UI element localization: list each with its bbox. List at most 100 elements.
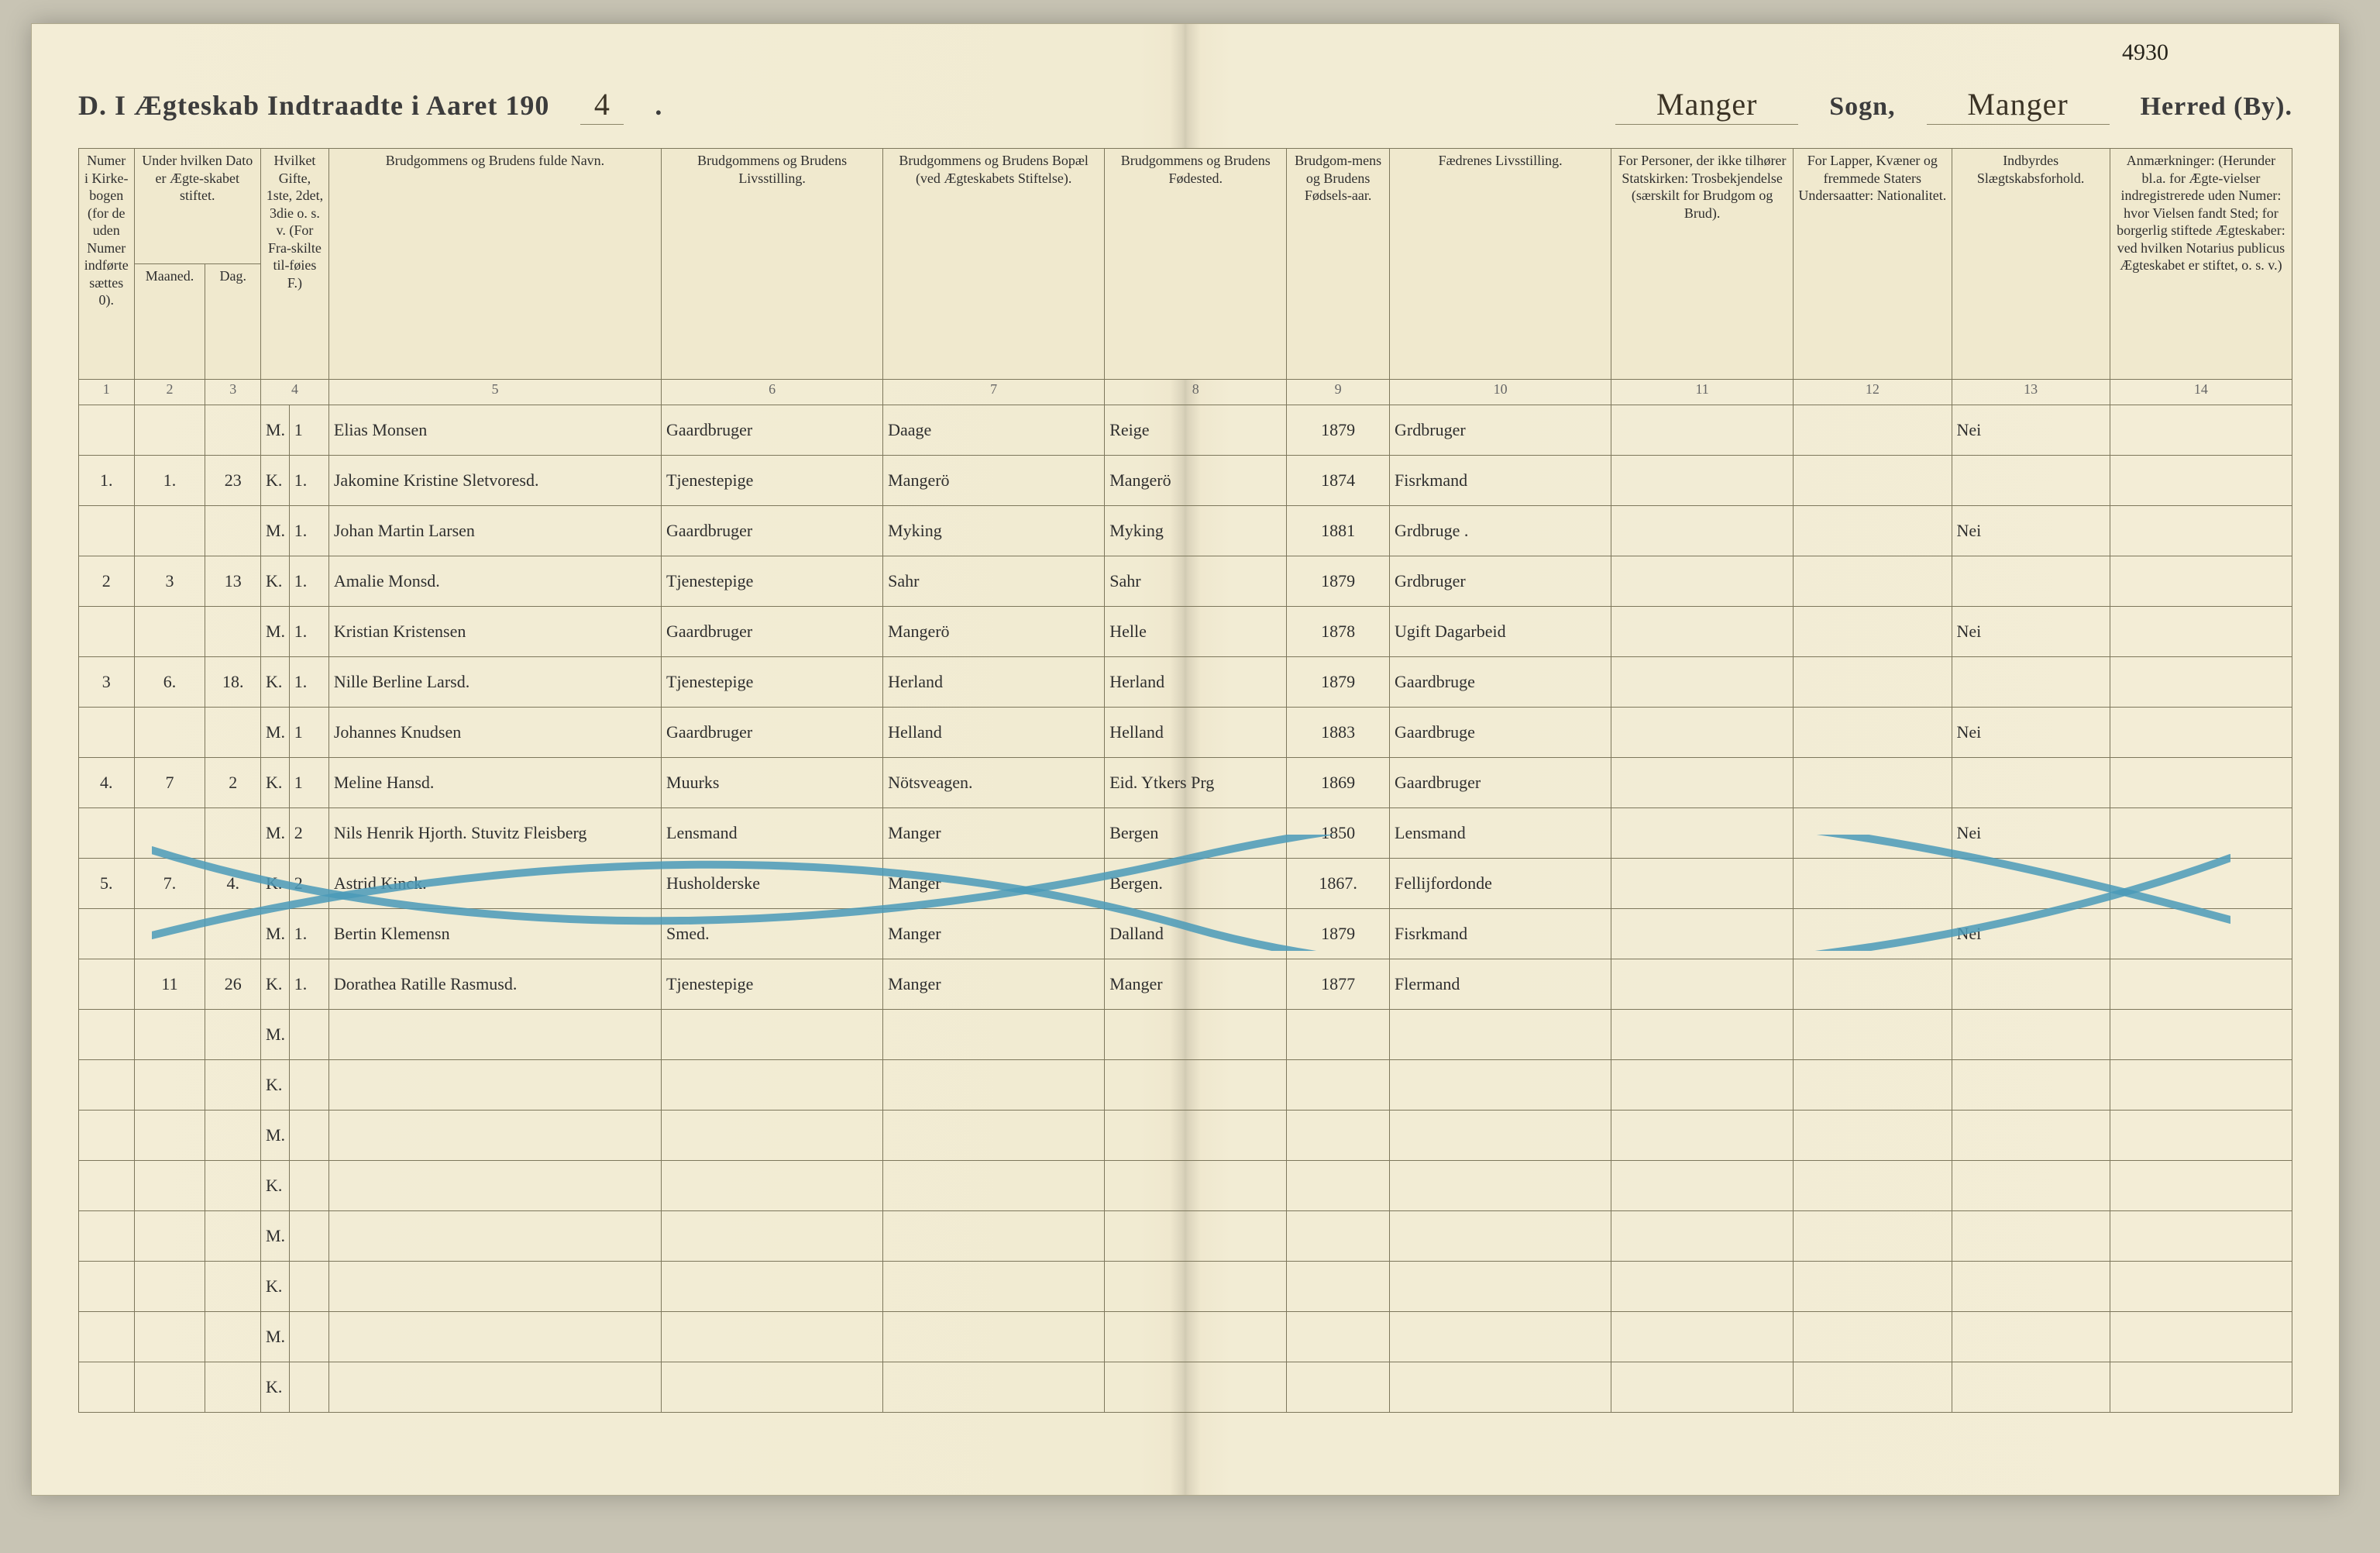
- col-3-sub: Dag.: [205, 264, 261, 380]
- cell-month: [134, 1161, 205, 1211]
- table-row: 4.72K.1Meline Hansd.MuurksNötsveagen.Eid…: [79, 758, 2292, 808]
- ledger-page: 4930 D. I Ægteskab Indtraadte i Aaret 19…: [31, 23, 2340, 1496]
- cell-empty: [1611, 1262, 1794, 1312]
- cell-mk: K.: [261, 859, 290, 909]
- cell-name: Elias Monsen: [328, 405, 661, 456]
- cell-mk: M.: [261, 1010, 290, 1060]
- cell-day: [205, 607, 261, 657]
- cell-empty: [883, 1111, 1105, 1161]
- cell-day: [205, 405, 261, 456]
- cell-14: [2110, 506, 2292, 556]
- cell-gifte: [289, 1111, 328, 1161]
- herred-value: Manger: [1927, 86, 2110, 125]
- cell-empty: [1952, 1161, 2110, 1211]
- cell-fodested: Mangerö: [1105, 456, 1287, 506]
- cell-13: Nei: [1952, 506, 2110, 556]
- cell-month: [134, 1362, 205, 1413]
- cell-gifte: 1.: [289, 506, 328, 556]
- cell-empty: [1952, 1312, 2110, 1362]
- table-row-empty: K.: [79, 1060, 2292, 1111]
- colnum: 6: [662, 380, 883, 405]
- column-number-row: 1 2 3 4 5 6 7 8 9 10 11 12 13 14: [79, 380, 2292, 405]
- cell-mk: M.: [261, 1211, 290, 1262]
- col-12-header: For Lapper, Kvæner og fremmede Staters U…: [1794, 149, 1952, 380]
- cell-bopael: Helland: [883, 708, 1105, 758]
- cell-num: [79, 1161, 135, 1211]
- cell-mk: M.: [261, 808, 290, 859]
- cell-mk: M.: [261, 708, 290, 758]
- cell-mk: K.: [261, 1362, 290, 1413]
- table-row-empty: M.: [79, 1211, 2292, 1262]
- cell-empty: [1390, 1362, 1611, 1413]
- cell-mk: K.: [261, 959, 290, 1010]
- cell-faedre: Gaardbruge: [1390, 708, 1611, 758]
- table-wrap: Numer i Kirke-bogen (for de uden Numer i…: [78, 148, 2292, 1413]
- cell-stilling: Husholderske: [662, 859, 883, 909]
- cell-empty: [1390, 1312, 1611, 1362]
- table-row-empty: M.: [79, 1010, 2292, 1060]
- cell-11: [1611, 708, 1794, 758]
- cell-empty: [883, 1010, 1105, 1060]
- colnum: 9: [1287, 380, 1390, 405]
- cell-num: [79, 607, 135, 657]
- cell-bopael: Nötsveagen.: [883, 758, 1105, 808]
- cell-aar: 1879: [1287, 909, 1390, 959]
- cell-mk: M.: [261, 506, 290, 556]
- cell-11: [1611, 506, 1794, 556]
- cell-num: [79, 909, 135, 959]
- cell-mk: K.: [261, 556, 290, 607]
- cell-11: [1611, 405, 1794, 456]
- cell-empty: [1287, 1211, 1390, 1262]
- col-13-header: Indbyrdes Slægtskabsforhold.: [1952, 149, 2110, 380]
- cell-empty: [2110, 1312, 2292, 1362]
- cell-gifte: [289, 1362, 328, 1413]
- cell-day: [205, 1161, 261, 1211]
- cell-empty: [2110, 1111, 2292, 1161]
- cell-empty: [1105, 1262, 1287, 1312]
- cell-14: [2110, 657, 2292, 708]
- cell-empty: [662, 1262, 883, 1312]
- cell-empty: [1390, 1010, 1611, 1060]
- table-row: M.1.Bertin KlemensnSmed.MangerDalland187…: [79, 909, 2292, 959]
- colnum: 10: [1390, 380, 1611, 405]
- cell-12: [1794, 959, 1952, 1010]
- col-7-header: Brudgommens og Brudens Bopæl (ved Ægtesk…: [883, 149, 1105, 380]
- cell-14: [2110, 859, 2292, 909]
- cell-12: [1794, 607, 1952, 657]
- cell-name: Nils Henrik Hjorth. Stuvitz Fleisberg: [328, 808, 661, 859]
- cell-day: [205, 808, 261, 859]
- cell-day: [205, 1010, 261, 1060]
- cell-empty: [1287, 1060, 1390, 1111]
- cell-empty: [662, 1312, 883, 1362]
- cell-mk: K.: [261, 657, 290, 708]
- cell-empty: [1794, 1211, 1952, 1262]
- cell-stilling: Gaardbruger: [662, 607, 883, 657]
- cell-day: 4.: [205, 859, 261, 909]
- cell-empty: [662, 1111, 883, 1161]
- cell-gifte: 1: [289, 758, 328, 808]
- cell-empty: [1105, 1312, 1287, 1362]
- colnum: 5: [328, 380, 661, 405]
- cell-gifte: 1: [289, 708, 328, 758]
- table-row-empty: M.: [79, 1111, 2292, 1161]
- cell-num: [79, 405, 135, 456]
- cell-month: [134, 1262, 205, 1312]
- cell-month: [134, 1211, 205, 1262]
- cell-faedre: Lensmand: [1390, 808, 1611, 859]
- cell-stilling: Tjenestepige: [662, 959, 883, 1010]
- cell-month: [134, 1111, 205, 1161]
- cell-month: 1.: [134, 456, 205, 506]
- cell-num: [79, 1111, 135, 1161]
- cell-14: [2110, 405, 2292, 456]
- cell-empty: [883, 1211, 1105, 1262]
- cell-num: [79, 1262, 135, 1312]
- table-row: 1126K.1.Dorathea Ratille Rasmusd.Tjenest…: [79, 959, 2292, 1010]
- col-4-header: Hvilket Gifte, 1ste, 2det, 3die o. s. v.…: [261, 149, 329, 380]
- cell-gifte: 1.: [289, 657, 328, 708]
- cell-empty: [883, 1262, 1105, 1312]
- cell-13: [1952, 959, 2110, 1010]
- table-row: 5.7.4.K.2Astrid Kinck.HusholderskeManger…: [79, 859, 2292, 909]
- cell-name: Meline Hansd.: [328, 758, 661, 808]
- cell-empty: [1794, 1312, 1952, 1362]
- colnum: 4: [261, 380, 329, 405]
